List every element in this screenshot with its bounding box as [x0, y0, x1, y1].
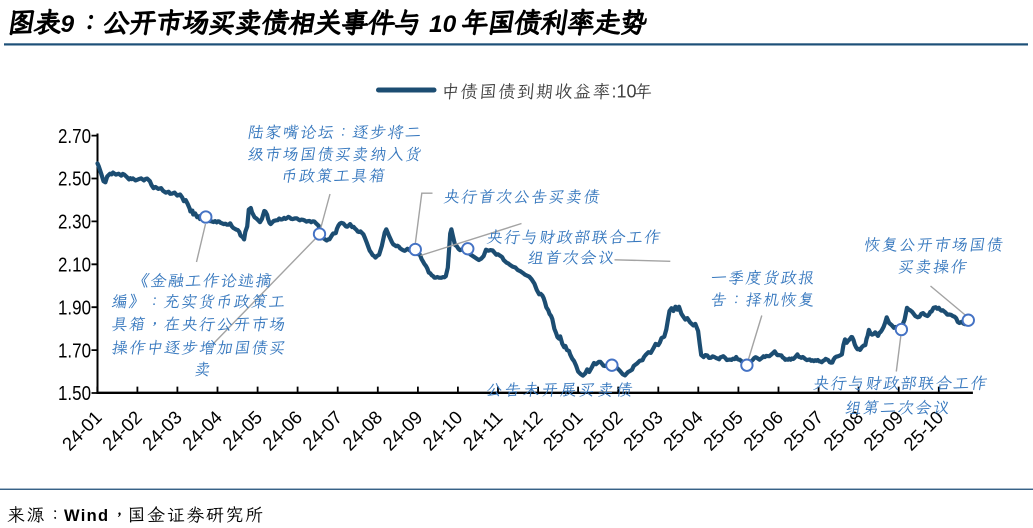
svg-text:24-04: 24-04 — [178, 406, 226, 454]
svg-text:24-12: 24-12 — [499, 406, 547, 454]
svg-text:1.70: 1.70 — [58, 339, 91, 362]
svg-text:2.10: 2.10 — [58, 254, 91, 277]
svg-text:25-01: 25-01 — [539, 406, 587, 454]
svg-text:25-04: 25-04 — [659, 406, 707, 454]
svg-text:10: 10 — [429, 11, 457, 38]
svg-text:2.70: 2.70 — [58, 125, 91, 148]
svg-text:24-06: 24-06 — [258, 406, 306, 454]
svg-text:25-09: 25-09 — [859, 406, 907, 454]
svg-text:1.90: 1.90 — [58, 296, 91, 319]
svg-text:24-05: 24-05 — [218, 406, 266, 454]
svg-text:24-07: 24-07 — [298, 406, 346, 454]
svg-text:2.30: 2.30 — [58, 211, 91, 234]
svg-text::10: :10 — [612, 82, 637, 102]
svg-text:24-02: 24-02 — [98, 406, 146, 454]
svg-text:1.50: 1.50 — [58, 382, 91, 405]
svg-text:25-03: 25-03 — [619, 406, 667, 454]
svg-text:Wind: Wind — [64, 507, 109, 525]
svg-text:24-03: 24-03 — [138, 406, 186, 454]
svg-text:24-10: 24-10 — [418, 406, 466, 454]
svg-text:25-07: 25-07 — [779, 406, 827, 454]
svg-text:2.50: 2.50 — [58, 168, 91, 191]
svg-text:9: 9 — [61, 11, 75, 38]
svg-text:25-05: 25-05 — [699, 406, 747, 454]
svg-text:24-01: 24-01 — [58, 406, 106, 454]
svg-text:24-11: 24-11 — [458, 406, 506, 454]
svg-text:24-09: 24-09 — [378, 406, 426, 454]
svg-text:25-10: 25-10 — [899, 406, 947, 454]
svg-text:24-08: 24-08 — [338, 406, 386, 454]
svg-text:25-02: 25-02 — [579, 406, 627, 454]
svg-text:25-06: 25-06 — [739, 406, 787, 454]
